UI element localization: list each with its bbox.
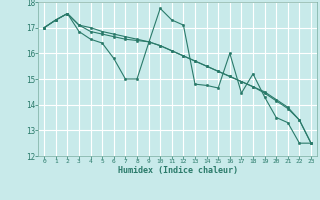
X-axis label: Humidex (Indice chaleur): Humidex (Indice chaleur) bbox=[118, 166, 238, 175]
